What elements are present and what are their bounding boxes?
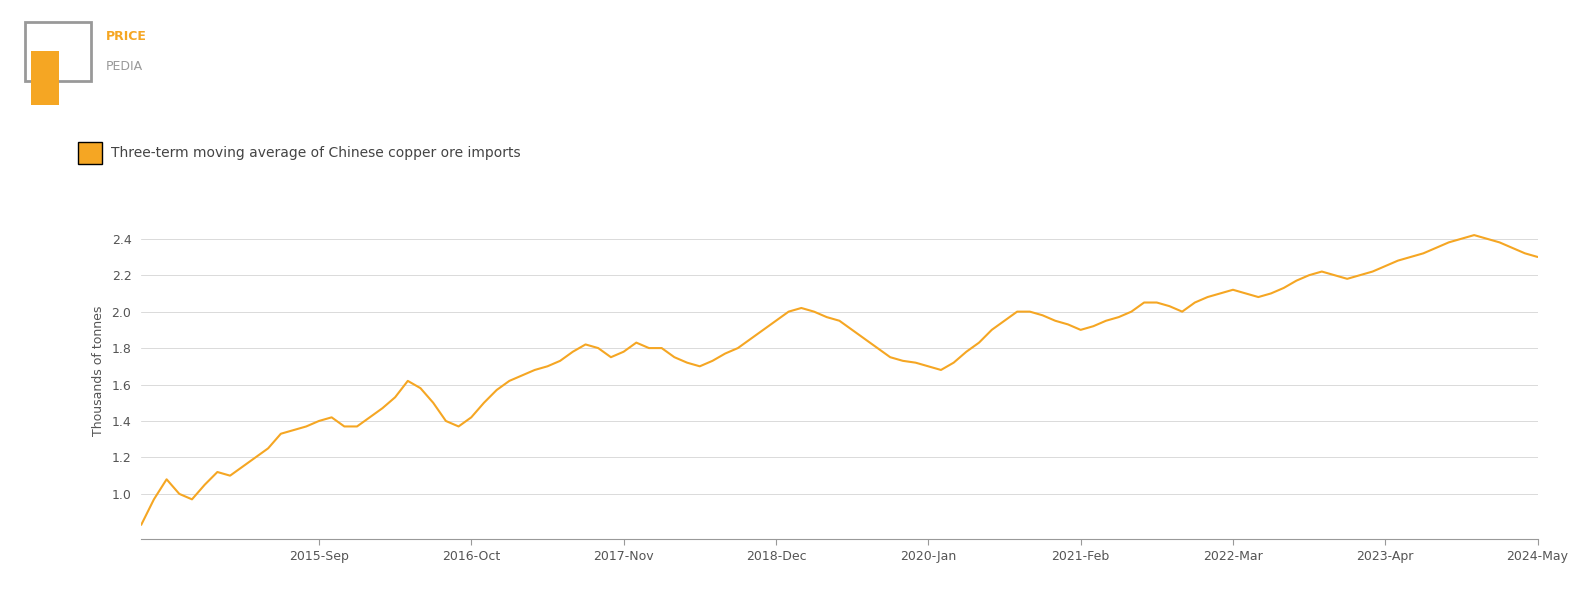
FancyBboxPatch shape xyxy=(78,142,102,164)
Bar xyxy=(25,22,91,81)
Y-axis label: Thousands of tonnes: Thousands of tonnes xyxy=(91,306,105,436)
Text: PRICE: PRICE xyxy=(107,30,147,44)
Bar xyxy=(31,51,60,105)
Text: Three-term moving average of Chinese copper ore imports: Three-term moving average of Chinese cop… xyxy=(111,147,521,160)
Text: PEDIA: PEDIA xyxy=(107,59,143,73)
